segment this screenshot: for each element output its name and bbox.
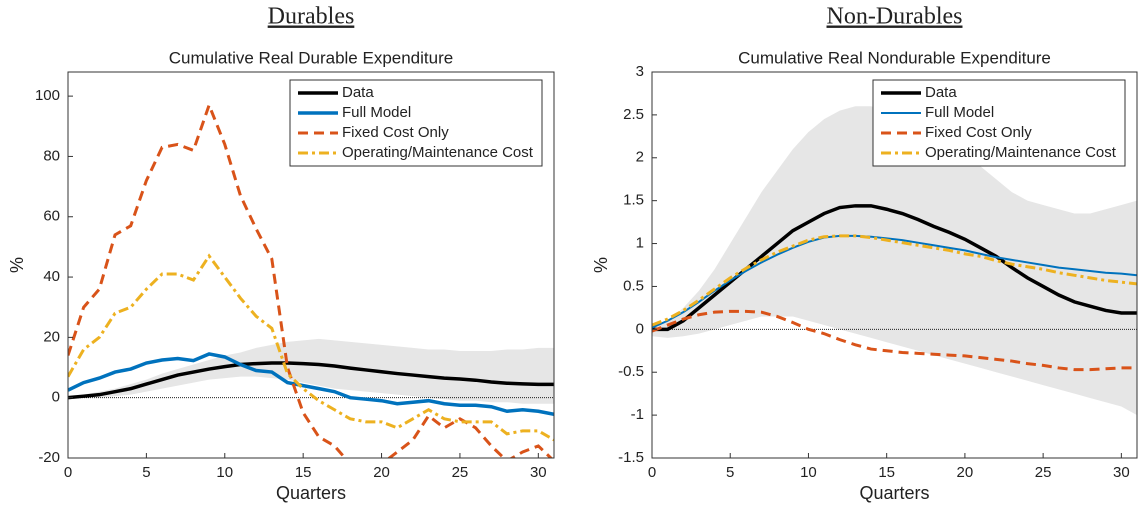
series-line bbox=[68, 253, 554, 442]
axes-box bbox=[651, 71, 1138, 459]
x-tick-label: 20 bbox=[957, 464, 974, 481]
y-tick-label: 20 bbox=[43, 328, 60, 345]
y-axis-label: % bbox=[591, 257, 611, 273]
x-tick-label: 25 bbox=[1035, 464, 1052, 481]
y-tick-label: 0.5 bbox=[623, 277, 644, 294]
chart-title: Cumulative Real Nondurable Expenditure bbox=[738, 48, 1051, 67]
x-tick-label: 10 bbox=[800, 464, 817, 481]
legend-label: Operating/Maintenance Cost bbox=[925, 144, 1117, 161]
y-tick-label: 80 bbox=[43, 147, 60, 164]
panel-heading: Non-Durables bbox=[827, 4, 963, 30]
y-axis-label: % bbox=[7, 257, 27, 273]
plot-area bbox=[652, 106, 1137, 416]
legend-label: Fixed Cost Only bbox=[925, 124, 1032, 141]
confidence-band bbox=[68, 338, 554, 404]
chart-title: Cumulative Real Durable Expenditure bbox=[169, 48, 453, 67]
legend-label: Full Model bbox=[925, 104, 994, 121]
confidence-band bbox=[652, 106, 1137, 416]
series-line bbox=[68, 361, 554, 400]
x-tick-label: 20 bbox=[373, 464, 390, 481]
x-tick-label: 0 bbox=[64, 464, 72, 481]
legend-label: Operating/Maintenance Cost bbox=[342, 144, 534, 161]
y-tick-label: 1 bbox=[636, 235, 644, 252]
series-line bbox=[652, 309, 1137, 372]
y-tick-label: 40 bbox=[43, 268, 60, 285]
legend-label: Data bbox=[342, 84, 374, 101]
y-tick-label: 2 bbox=[636, 149, 644, 166]
axes-box bbox=[67, 71, 555, 459]
y-tick-label: 100 bbox=[35, 87, 60, 104]
y-tick-label: -0.5 bbox=[618, 363, 644, 380]
plot-area bbox=[68, 100, 554, 458]
legend-label: Data bbox=[925, 84, 957, 101]
x-tick-label: 30 bbox=[530, 464, 547, 481]
legend-label: Full Model bbox=[342, 104, 411, 121]
series-line bbox=[652, 234, 1137, 329]
y-tick-label: -20 bbox=[38, 449, 60, 466]
x-tick-label: 5 bbox=[142, 464, 150, 481]
x-axis-label: Quarters bbox=[276, 483, 346, 503]
x-tick-label: 0 bbox=[648, 464, 656, 481]
x-tick-label: 15 bbox=[878, 464, 895, 481]
x-tick-label: 30 bbox=[1113, 464, 1130, 481]
x-tick-label: 10 bbox=[216, 464, 233, 481]
x-tick-label: 15 bbox=[295, 464, 312, 481]
y-tick-label: 0 bbox=[636, 320, 644, 337]
x-axis-label: Quarters bbox=[859, 483, 929, 503]
x-tick-label: 25 bbox=[452, 464, 469, 481]
y-tick-label: -1 bbox=[631, 406, 644, 423]
panel-heading: Durables bbox=[268, 4, 355, 30]
panel: Non-Durables Cumulative Real Nondurable E… bbox=[591, 4, 1138, 503]
series-line bbox=[68, 352, 554, 416]
series-line bbox=[68, 100, 554, 458]
panel: Durables Cumulative Real Durable Expendit… bbox=[7, 4, 555, 503]
legend-label: Fixed Cost Only bbox=[342, 124, 449, 141]
y-tick-label: 0 bbox=[52, 389, 60, 406]
y-tick-label: 3 bbox=[636, 63, 644, 80]
y-tick-label: -1.5 bbox=[618, 449, 644, 466]
y-tick-label: 1.5 bbox=[623, 192, 644, 209]
x-tick-label: 5 bbox=[726, 464, 734, 481]
y-tick-label: 60 bbox=[43, 208, 60, 225]
y-tick-label: 2.5 bbox=[623, 106, 644, 123]
